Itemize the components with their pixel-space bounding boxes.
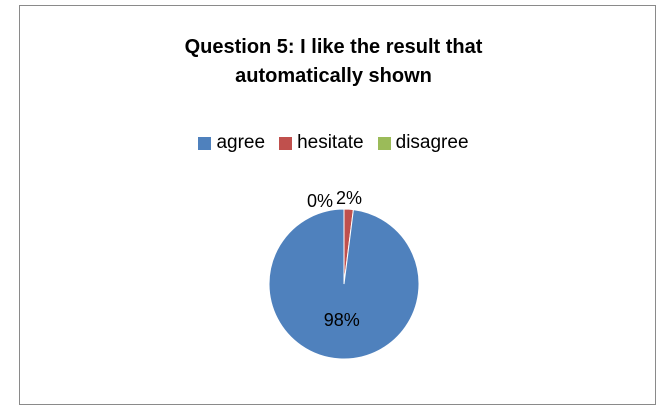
pie-slice-agree: [268, 208, 420, 360]
chart-title: Question 5: I like the result that autom…: [184, 36, 483, 87]
legend-item-agree: agree: [198, 132, 265, 154]
legend-label-hesitate: hesitate: [297, 132, 364, 153]
legend-swatch-hesitate: [279, 136, 293, 150]
legend-label-agree: agree: [216, 132, 266, 153]
data-label-agree: 98%: [324, 310, 360, 330]
legend-item-hesitate: hesitate: [279, 132, 364, 154]
legend: agree hesitate disagree: [0, 132, 667, 154]
data-label-hesitate: 2%: [336, 188, 362, 208]
legend-swatch-disagree: [377, 136, 391, 150]
legend-label-disagree: disagree: [395, 132, 469, 153]
legend-swatch-agree: [198, 136, 212, 150]
data-label-disagree: 0%: [307, 191, 333, 211]
legend-item-disagree: disagree: [377, 132, 469, 154]
